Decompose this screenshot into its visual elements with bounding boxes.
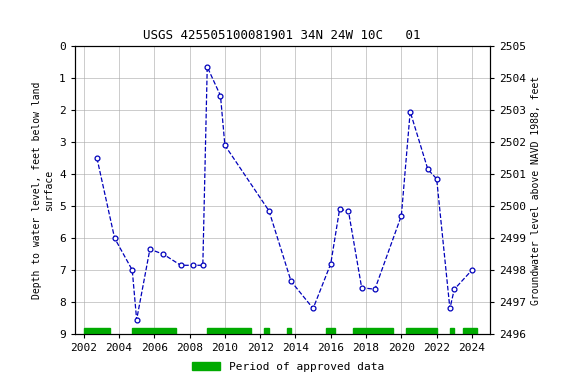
Bar — [287, 328, 291, 334]
Bar — [84, 328, 110, 334]
Legend: Period of approved data: Period of approved data — [188, 358, 388, 377]
Y-axis label: Depth to water level, feet below land
surface: Depth to water level, feet below land su… — [32, 81, 54, 299]
Bar — [264, 328, 269, 334]
Bar — [406, 328, 437, 334]
Bar — [132, 328, 176, 334]
Bar — [450, 328, 454, 334]
Bar — [207, 328, 251, 334]
Bar — [327, 328, 335, 334]
Title: USGS 425505100081901 34N 24W 10C   01: USGS 425505100081901 34N 24W 10C 01 — [143, 29, 421, 42]
Bar — [463, 328, 478, 334]
Y-axis label: Groundwater level above NAVD 1988, feet: Groundwater level above NAVD 1988, feet — [531, 76, 541, 305]
Bar — [353, 328, 392, 334]
